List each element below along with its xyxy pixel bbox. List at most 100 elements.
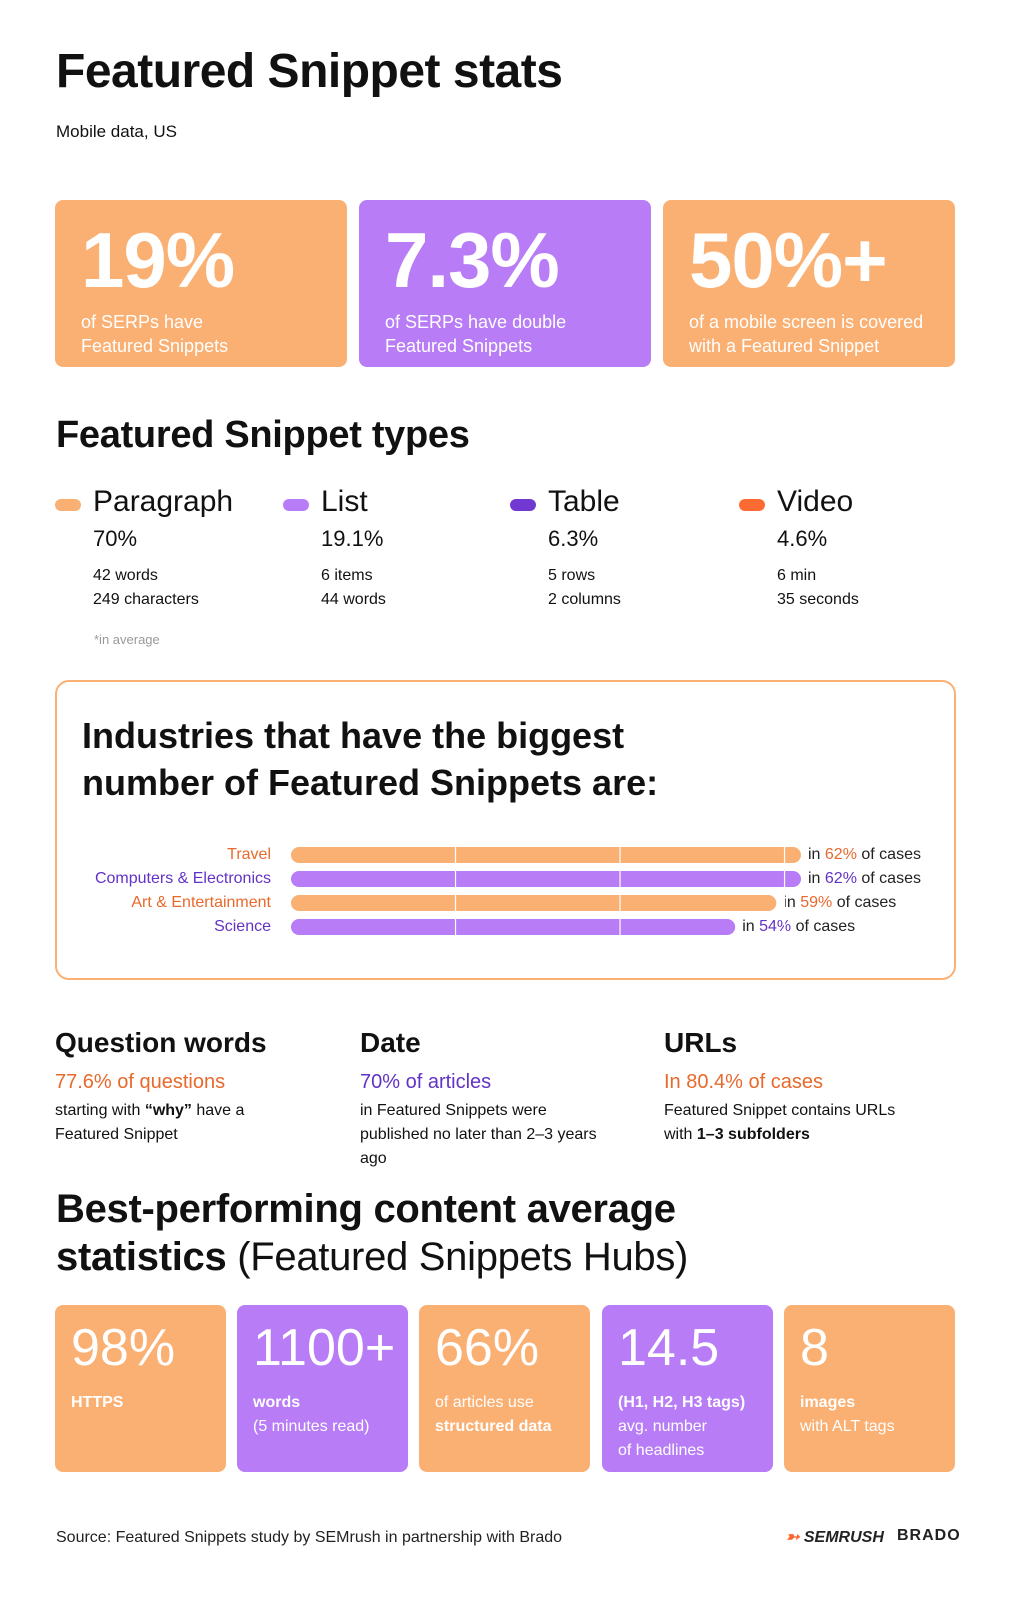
label-part: 62% — [825, 846, 857, 863]
label-part: 54% — [759, 918, 791, 935]
label-part: in — [808, 870, 820, 887]
text-part: words — [253, 1394, 301, 1411]
text-part: avg. number — [618, 1418, 707, 1435]
label-part: 62% — [825, 870, 857, 887]
label-part: of cases — [796, 918, 856, 935]
hub-card: 1100+ words (5 minutes read) — [237, 1305, 408, 1472]
hub-card: 66% of articles use structured data — [419, 1305, 590, 1472]
fact-title: Date — [360, 1027, 421, 1058]
logo: ➳ SEMRUSH — [786, 1529, 884, 1546]
hub-text: images with ALT tags — [800, 1391, 939, 1439]
legend-swatch — [739, 499, 765, 511]
type-share: 70% — [93, 526, 138, 551]
section-title: Best-performing content average statisti… — [56, 1185, 688, 1281]
type-detail: 35 seconds — [777, 591, 859, 608]
fact-text: starting with “why” have a Featured Snip… — [55, 1099, 255, 1147]
stat-card: 50%+ of a mobile screen is covered with a … — [663, 200, 955, 367]
type-detail: 6 items — [321, 567, 373, 584]
stat-text: of SERPs have double Featured Snippets — [385, 310, 625, 358]
hub-card: 14.5 (H1, H2, H3 tags) avg. number of headl… — [602, 1305, 773, 1472]
type-name: List — [321, 485, 368, 518]
text-line: Featured Snippets — [81, 336, 229, 356]
logo: BRADO — [897, 1527, 961, 1544]
fact-title: Question words — [55, 1027, 267, 1058]
text-line: of SERPs have — [81, 312, 204, 332]
value-label: in 59% of cases — [783, 894, 896, 911]
title-line: Best-performing content average — [56, 1187, 676, 1231]
bar — [291, 871, 801, 887]
text-part: (5 minutes read) — [253, 1418, 370, 1435]
type-detail: 6 min — [777, 567, 817, 584]
legend-swatch — [510, 499, 536, 511]
legend-swatch — [55, 499, 81, 511]
value-label: in 62% of cases — [808, 846, 921, 863]
hub-value: 8 — [800, 1319, 829, 1377]
fact-title: URLs — [664, 1027, 738, 1058]
hub-value: 66% — [435, 1319, 540, 1377]
type-share: 4.6% — [777, 526, 828, 551]
text-part: 1–3 subfolders — [696, 1126, 810, 1143]
fact-text: in Featured Snippets were published no l… — [360, 1099, 615, 1171]
type-share: 6.3% — [548, 526, 599, 551]
section-title: Featured Snippet types — [56, 414, 470, 456]
stat-text: of SERPs have Featured Snippets — [81, 310, 321, 358]
stat-value: 7.3% — [385, 216, 560, 304]
fact-text: Featured Snippet contains URLs with 1–3 … — [664, 1099, 919, 1147]
label-part: of cases — [837, 894, 897, 911]
hub-value: 1100+ — [253, 1319, 396, 1377]
label-part: of cases — [861, 846, 921, 863]
label-part: of cases — [861, 870, 921, 887]
hub-text: of articles use structured data — [435, 1391, 574, 1439]
chart-panel — [55, 680, 956, 980]
text-part: of headlines — [618, 1442, 705, 1459]
label-part: 59% — [800, 894, 832, 911]
bar — [291, 847, 801, 863]
text-part: of articles use — [435, 1394, 534, 1411]
stat-value: 50%+ — [689, 216, 888, 304]
source: Source: Featured Snippets study by SEMru… — [56, 1529, 563, 1546]
text-line: with a Featured Snippet — [689, 336, 880, 356]
hub-text: words (5 minutes read) — [253, 1391, 392, 1439]
bar — [291, 919, 736, 935]
chart-title: number of Featured Snippets are: — [82, 762, 659, 803]
stat-value: 19% — [81, 216, 235, 304]
bar — [291, 895, 777, 911]
legend-swatch — [283, 499, 309, 511]
label-part: in — [783, 894, 795, 911]
subtitle: Mobile data, US — [56, 122, 177, 141]
type-detail: 44 words — [321, 591, 386, 608]
title-part: (Featured Snippets Hubs) — [237, 1235, 689, 1279]
title-part: statistics — [56, 1235, 227, 1279]
value-label: in 54% of cases — [742, 918, 855, 935]
fact-highlight: In 80.4% of cases — [664, 1071, 823, 1093]
fact-highlight: 77.6% of questions — [55, 1071, 226, 1093]
value-label: in 62% of cases — [808, 870, 921, 887]
stat-text: of a mobile screen is covered with a Feat… — [689, 310, 929, 358]
logo-text: SEMRUSH — [803, 1529, 884, 1546]
hub-card: 8 images with ALT tags — [784, 1305, 955, 1472]
type-name: Table — [548, 485, 620, 518]
text-part: HTTPS — [71, 1394, 124, 1411]
note: *in average — [94, 632, 160, 647]
text-line: of a mobile screen is covered — [689, 312, 924, 332]
text-part: (H1, H2, H3 tags) — [618, 1394, 746, 1411]
hub-text: (H1, H2, H3 tags) avg. number of headlines — [618, 1391, 757, 1463]
category-label: Science — [214, 918, 271, 935]
hub-value: 14.5 — [618, 1319, 720, 1377]
text-part: Featured Snippet contains URLs with — [664, 1102, 896, 1143]
label-part: in — [742, 918, 754, 935]
hub-text: HTTPS — [71, 1391, 210, 1415]
category-label: Travel — [227, 846, 271, 863]
text-part: images — [800, 1394, 856, 1411]
text-part: structured data — [435, 1418, 552, 1435]
category-label: Computers & Electronics — [95, 870, 271, 887]
text-part: have a Featured Snippet — [55, 1102, 245, 1143]
type-name: Paragraph — [93, 485, 234, 518]
type-detail: 5 rows — [548, 567, 596, 584]
label-part: in — [808, 846, 820, 863]
type-name: Video — [777, 485, 854, 518]
type-detail: 42 words — [93, 567, 158, 584]
title: Featured Snippet stats — [56, 45, 563, 98]
chart-title: Industries that have the biggest — [82, 715, 625, 756]
